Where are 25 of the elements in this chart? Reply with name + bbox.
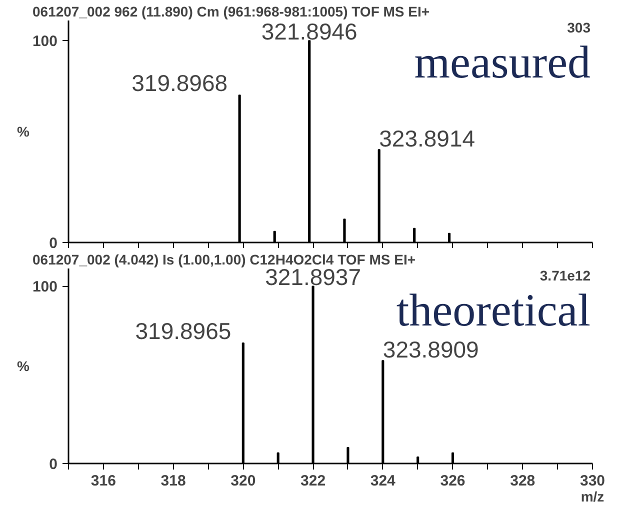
x-tick-label: 318 [160,472,186,490]
annotation: 323.8914 [379,126,476,152]
annotation: 319.8968 [132,70,228,96]
annotation: theoretical [396,284,590,336]
y-tick-label: 100 [32,278,58,296]
x-axis-title: m/z [580,488,604,504]
x-tick-label: 326 [440,472,466,490]
annotation: 3.71e12 [540,268,591,284]
annotation: 321.8946 [261,18,358,45]
y-axis-title: % [17,358,30,374]
annotation: measured [414,36,591,88]
x-tick-label: 320 [230,472,256,490]
chart-title: 061207_002 962 (11.890) Cm (961:968-981:1005) TOF MS EI+ [32,4,430,20]
x-tick-label: 316 [90,472,116,490]
annotation: 319.8965 [135,318,232,344]
annotation: 323.8909 [382,336,479,363]
x-tick-label: 322 [300,472,326,490]
x-tick-label: 330 [580,472,606,490]
x-tick-label: 324 [370,472,396,490]
y-tick-label: 100 [32,33,58,50]
x-tick-label: 328 [510,472,536,490]
annotation: 303 [567,20,591,36]
y-axis-title: % [17,124,30,140]
y-tick-label: 0 [49,235,58,252]
y-tick-label: 0 [49,456,58,473]
